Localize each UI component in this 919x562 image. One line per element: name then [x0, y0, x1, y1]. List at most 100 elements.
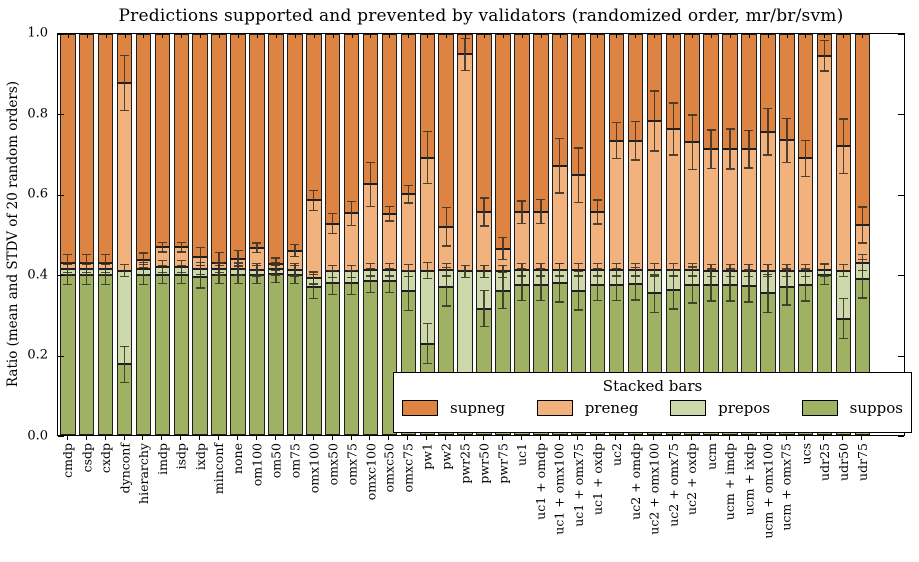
- x-tick-label-text: minconf: [211, 443, 227, 495]
- bar-segment: [343, 34, 360, 214]
- legend-patch-suppos: [801, 400, 838, 416]
- x-tick-top: [332, 34, 334, 38]
- bar-om100: [249, 34, 265, 435]
- bar-segment: [230, 274, 246, 435]
- error-bar-cap: [82, 261, 92, 264]
- bar-dynconf: [116, 34, 133, 435]
- error-bar-cap: [782, 161, 792, 164]
- error-bar-cap: [820, 283, 830, 286]
- x-tick-top: [275, 34, 277, 38]
- bar-segment: [400, 34, 417, 194]
- error-bar-cap: [328, 293, 338, 296]
- bar-segment: [343, 282, 360, 435]
- error-bar-cap: [820, 39, 830, 42]
- error-bar-cap: [290, 255, 300, 258]
- x-tick-top: [748, 34, 750, 38]
- error-bar-cap: [801, 268, 811, 270]
- error-bar-cap: [649, 150, 659, 152]
- y-tick-right: [898, 355, 904, 357]
- error-bar-cap: [441, 263, 451, 265]
- error-bar-cap: [101, 253, 111, 256]
- y-tick-left: [58, 436, 64, 437]
- x-tick-bottom: [672, 436, 674, 440]
- x-tick-bottom: [861, 436, 863, 440]
- error-bar-cap: [593, 263, 603, 265]
- error-bar-line: [691, 115, 693, 170]
- x-tick-top: [408, 34, 410, 38]
- error-bar-cap: [839, 297, 849, 300]
- bar-segment: [324, 34, 341, 224]
- x-tick-label-text: uc2: [608, 443, 624, 467]
- error-bar-cap: [649, 273, 659, 275]
- error-bar-cap: [706, 263, 716, 266]
- error-bar-cap: [725, 168, 735, 170]
- error-bar-line: [180, 265, 182, 284]
- error-bar-cap: [649, 263, 659, 265]
- error-bar-line: [426, 262, 428, 279]
- x-tick-top: [616, 34, 618, 38]
- error-bar-cap: [120, 345, 130, 348]
- legend-label: suppos: [849, 399, 903, 417]
- x-tick-bottom: [237, 436, 238, 440]
- error-bar-cap: [706, 268, 716, 270]
- bar-omxc100: [362, 34, 379, 435]
- error-bar-cap: [422, 277, 432, 280]
- error-bar-cap: [839, 118, 849, 120]
- x-tick-top: [483, 34, 485, 38]
- error-bar-line: [729, 129, 731, 170]
- error-bar-cap: [176, 259, 186, 262]
- error-bar-cap: [214, 262, 224, 264]
- error-bar-cap: [347, 264, 357, 267]
- error-bar-cap: [120, 381, 130, 384]
- error-bar-line: [842, 119, 845, 174]
- error-bar-cap: [441, 206, 451, 209]
- x-tick-bottom: [615, 436, 617, 440]
- bar-segment: [230, 34, 246, 259]
- error-bar-line: [842, 298, 845, 339]
- bar-segment: [97, 34, 114, 264]
- x-tick-bottom: [199, 436, 201, 440]
- error-bar-cap: [517, 200, 527, 202]
- x-tick-label-text: ucm + ixdp: [741, 443, 757, 516]
- error-bar-line: [123, 346, 126, 383]
- y-tick-right: [898, 34, 904, 35]
- error-bar-line: [142, 264, 145, 285]
- error-bar-line: [313, 190, 315, 211]
- error-bar-line: [256, 265, 258, 284]
- bar-segment: [854, 34, 871, 225]
- error-bar-cap: [479, 326, 489, 328]
- bar-hierarchy: [135, 34, 152, 435]
- legend-patch-prepos: [670, 400, 707, 416]
- error-bar-cap: [725, 268, 735, 270]
- error-bar-cap: [422, 261, 432, 264]
- x-tick-label-text: none: [230, 443, 246, 475]
- error-bar-cap: [252, 251, 262, 254]
- error-bar-cap: [366, 263, 376, 265]
- error-bar-cap: [366, 161, 376, 164]
- error-bar-cap: [384, 205, 394, 208]
- x-tick-top: [181, 34, 183, 38]
- x-tick-bottom: [85, 436, 87, 440]
- error-bar-cap: [801, 175, 811, 178]
- error-bar-cap: [820, 70, 830, 72]
- x-tick-label-text: udr50: [835, 443, 851, 481]
- bar-segment: [249, 34, 265, 248]
- bar-segment: [362, 280, 379, 435]
- error-bar-cap: [271, 281, 281, 284]
- x-tick-top: [843, 34, 845, 38]
- x-tick-top: [729, 34, 731, 38]
- bar-uc1-omx100: [551, 34, 568, 435]
- error-bar-cap: [574, 270, 584, 273]
- error-bar-line: [464, 265, 466, 278]
- error-bar-cap: [574, 309, 584, 311]
- y-tick-right: [898, 114, 904, 116]
- error-bar-cap: [101, 263, 111, 266]
- y-tick-label: 0.6: [27, 186, 48, 202]
- bar-ucm-omx100: [760, 34, 776, 435]
- bar-segment: [78, 274, 95, 435]
- error-bar-cap: [687, 114, 697, 116]
- x-tick-label-text: uc1 + oxdp: [589, 443, 605, 516]
- error-bar-cap: [195, 247, 205, 249]
- error-bar-line: [104, 264, 107, 285]
- error-bar-cap: [138, 263, 148, 266]
